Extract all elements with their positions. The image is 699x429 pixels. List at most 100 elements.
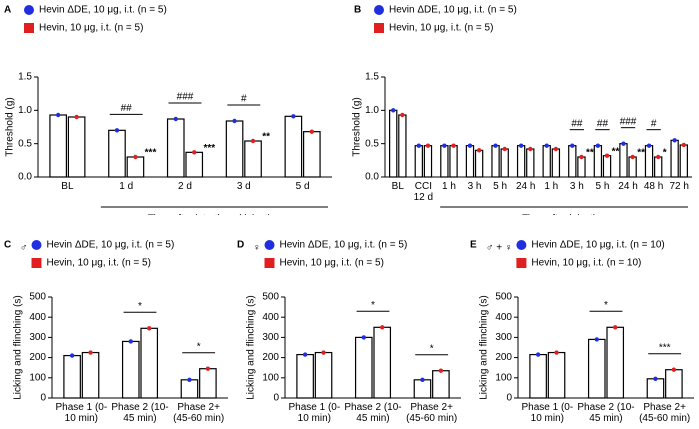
mean-dot	[147, 326, 152, 331]
sex-symbol: ♂	[20, 243, 28, 254]
legend-marker	[24, 23, 34, 33]
mean-dot	[420, 377, 425, 383]
significance: #	[241, 94, 247, 105]
legend-label: Hevin, 10 μg, i.t. (n = 10)	[531, 258, 641, 269]
y-tick-label: 200	[495, 352, 512, 363]
bar	[49, 114, 68, 178]
mean-dot	[630, 154, 635, 160]
significance: **	[637, 148, 645, 159]
x-tick-label: 2 d	[178, 181, 192, 192]
bar	[126, 156, 145, 178]
mean-dot	[493, 143, 498, 148]
bar	[491, 145, 500, 178]
significance: *	[138, 301, 142, 312]
bar	[166, 118, 185, 178]
mean-dot	[535, 352, 541, 357]
x-tick-label: Phase 1 (0-10 min)	[288, 402, 341, 424]
significance: ##	[597, 118, 609, 129]
y-tick-label: 0.5	[365, 138, 379, 149]
x-tick-label: 5 h	[595, 181, 610, 192]
x-axis-label: Time after intrathecal injection	[148, 214, 281, 215]
bar	[108, 129, 126, 178]
y-tick-label: 500	[262, 292, 279, 303]
x-tick-label: 3 h	[569, 181, 584, 192]
mean-dot	[544, 143, 549, 148]
x-tick-label: BL	[61, 181, 74, 192]
bar	[225, 120, 244, 178]
panel: A Hevin ΔDE, 10 μg, i.t. (n = 5) Hevin, 10…	[0, 0, 345, 215]
legend-marker	[31, 240, 42, 250]
mean-dot	[416, 143, 421, 148]
significance: ***	[145, 148, 157, 159]
bar	[244, 140, 262, 178]
mean-dot	[302, 352, 308, 357]
y-tick-label: 300	[29, 332, 46, 343]
legend-label: Hevin ΔDE, 10 μg, i.t. (n = 5)	[47, 240, 175, 251]
legend-marker	[24, 5, 34, 15]
chart: C ♂ Hevin ΔDE, 10 μg, i.t. (n = 5) Hevin, 1…	[4, 240, 228, 404]
bar	[646, 378, 665, 399]
panel-letter: D	[237, 240, 244, 251]
mean-dot	[192, 150, 197, 155]
mean-dot	[595, 143, 601, 148]
mean-dot	[451, 143, 456, 148]
mean-dot	[528, 146, 533, 152]
significance: *	[663, 148, 667, 159]
bar	[587, 338, 606, 399]
bar	[551, 148, 561, 178]
mean-dot	[400, 112, 405, 118]
mean-dot	[594, 337, 599, 342]
bar	[500, 148, 509, 178]
y-tick-label: 500	[29, 292, 46, 303]
mean-dot	[205, 366, 211, 371]
mean-dot	[291, 114, 296, 119]
y-tick-label: 200	[29, 352, 46, 363]
legend-marker	[31, 258, 42, 268]
bar	[413, 379, 432, 399]
mean-dot	[438, 368, 444, 373]
x-tick-label: 1 h	[441, 181, 456, 192]
bar	[568, 145, 577, 178]
mean-dot	[321, 350, 326, 355]
mean-dot	[671, 367, 677, 372]
mean-dot	[250, 138, 256, 144]
y-tick-label: 400	[262, 312, 279, 323]
chart: D ♀ Hevin ΔDE, 10 μg, i.t. (n = 5) Hevin, 1…	[237, 240, 461, 404]
bar	[449, 145, 458, 178]
bar	[314, 351, 333, 399]
x-tick-label: Phase 2+ (45-60 min)	[406, 402, 458, 424]
mean-dot	[681, 142, 686, 148]
bar	[81, 351, 100, 399]
mean-dot	[309, 129, 315, 134]
bar	[654, 156, 663, 178]
bar	[602, 155, 612, 178]
panel-letter: E	[470, 240, 477, 251]
panel-letter: B	[354, 5, 361, 16]
bar	[474, 149, 484, 178]
x-tick-label: 5 h	[493, 181, 508, 192]
legend-label: Hevin, 10 μg, i.t. (n = 5)	[389, 23, 493, 34]
y-tick-label: 0	[273, 393, 279, 404]
y-tick-label: 0.5	[18, 138, 32, 149]
y-tick-label: 100	[29, 372, 46, 383]
significance: ##	[121, 103, 133, 114]
y-tick-label: 400	[29, 312, 46, 323]
panel: D ♀ Hevin ΔDE, 10 μg, i.t. (n = 5) Hevin, 1…	[233, 215, 466, 429]
bar	[679, 144, 688, 178]
panel: C ♂ Hevin ΔDE, 10 μg, i.t. (n = 5) Hevin, 1…	[0, 215, 233, 429]
mean-dot	[173, 116, 178, 122]
mean-dot	[467, 143, 473, 148]
y-tick-label: 1.5	[365, 72, 379, 83]
legend-marker	[516, 258, 527, 268]
bar	[121, 340, 140, 399]
bar	[432, 370, 450, 399]
x-tick-label: Phase 1 (0-10 min)	[521, 402, 574, 424]
x-tick-label: 3 h	[467, 181, 482, 192]
y-axis-label: Threshold (g)	[352, 97, 363, 156]
legend-marker	[374, 23, 384, 33]
x-tick-label: Phase 1 (0-10 min)	[55, 402, 108, 424]
bar	[414, 145, 423, 178]
chart: E ♂ + ♀ Hevin ΔDE, 10 μg, i.t. (n = 10) Hev…	[470, 240, 694, 404]
mean-dot	[570, 143, 575, 148]
